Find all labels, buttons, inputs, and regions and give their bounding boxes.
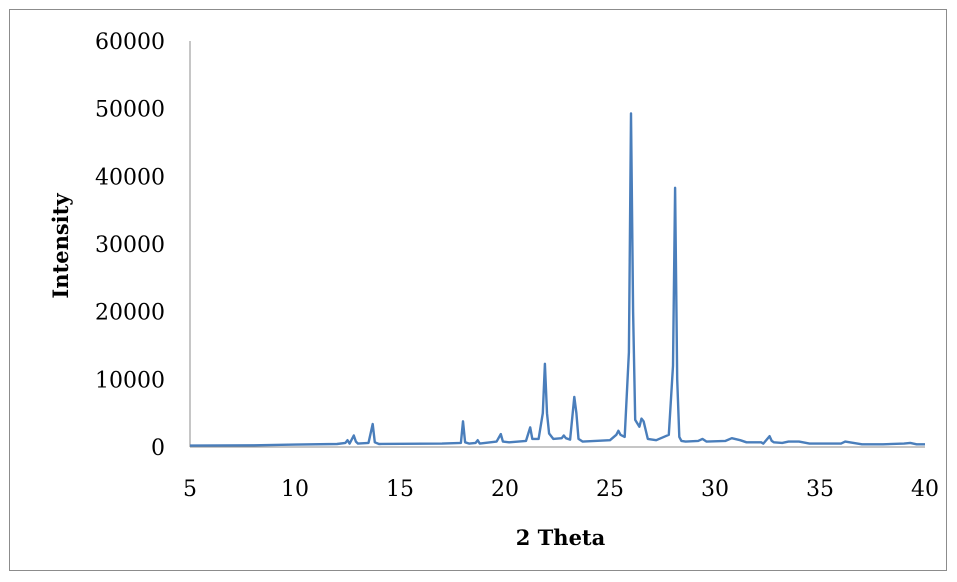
series-group (189, 112, 925, 447)
y-tick-label: 40000 (95, 165, 165, 190)
y-tick-label: 30000 (95, 233, 165, 258)
x-tick-label: 25 (596, 477, 624, 502)
x-tick-label: 30 (701, 477, 729, 502)
x-tick-label: 35 (806, 477, 834, 502)
y-axis-title: Intensity (48, 193, 73, 299)
x-tick-label: 5 (183, 477, 197, 502)
y-tick-label: 0 (151, 436, 165, 461)
y-tick-label: 10000 (95, 368, 165, 393)
series-line (189, 112, 925, 447)
x-tick-label: 15 (386, 477, 414, 502)
x-tick-labels: 5 10 15 20 25 30 35 40 (183, 477, 939, 502)
x-tick-label: 40 (911, 477, 939, 502)
chart-frame (9, 9, 947, 571)
y-tick-label: 50000 (95, 98, 165, 123)
x-tick-label: 20 (491, 477, 519, 502)
y-tick-label: 20000 (95, 301, 165, 326)
y-tick-label: 60000 (95, 30, 165, 55)
x-axis-title: 2 Theta (516, 525, 606, 550)
x-tick-label: 10 (281, 477, 309, 502)
y-tick-labels: 0 10000 20000 30000 40000 50000 60000 (95, 30, 165, 461)
